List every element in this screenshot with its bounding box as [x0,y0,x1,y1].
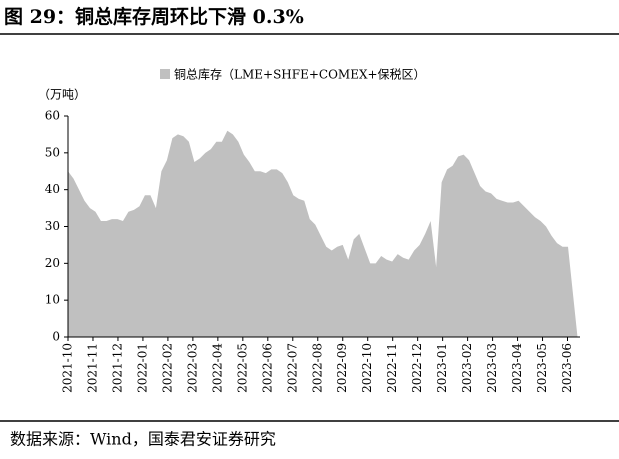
x-tick-label: 2021-11 [85,343,99,393]
x-tick-label: 2023-03 [485,343,499,393]
y-tick-label: 10 [45,293,60,307]
x-tick-label: 2022-04 [210,343,224,393]
y-tick-label: 0 [52,330,60,344]
x-tick-label: 2023-02 [460,343,474,393]
x-tick-label: 2023-01 [435,343,449,393]
unit-label: （万吨） [38,88,86,102]
x-tick-label: 2022-08 [310,343,324,393]
x-tick-label: 2022-10 [360,343,374,393]
x-tick-label: 2021-10 [61,343,75,393]
x-tick-label: 2022-03 [185,343,199,393]
chart-title: 图 29：铜总库存周环比下滑 0.3% [4,5,304,28]
area [68,130,578,337]
x-tick-label: 2022-07 [285,343,299,393]
y-tick-label: 50 [45,145,60,159]
x-tick-label: 2022-01 [135,343,149,393]
x-tick-label: 2022-11 [385,343,399,393]
source: 数据来源：Wind，国泰君安证券研究 [10,430,276,449]
x-tick-label: 2023-06 [560,343,574,393]
x-tick-label: 2023-04 [510,343,524,393]
y-tick-label: 60 [45,109,60,123]
x-tick-label: 2022-12 [410,343,424,393]
legend-label: 铜总库存（LME+SHFE+COMEX+保税区） [174,67,426,82]
y-tick-label: 40 [45,182,60,196]
x-tick-label: 2021-12 [110,343,124,393]
y-tick-label: 30 [45,219,60,233]
x-tick-label: 2022-05 [235,343,249,393]
x-tick-label: 2022-02 [160,343,174,393]
legend-swatch [160,69,170,79]
x-tick-label: 2023-05 [535,343,549,393]
y-tick-label: 20 [45,256,60,270]
x-tick-label: 2022-09 [335,343,349,393]
x-tick-label: 2022-06 [260,343,274,393]
